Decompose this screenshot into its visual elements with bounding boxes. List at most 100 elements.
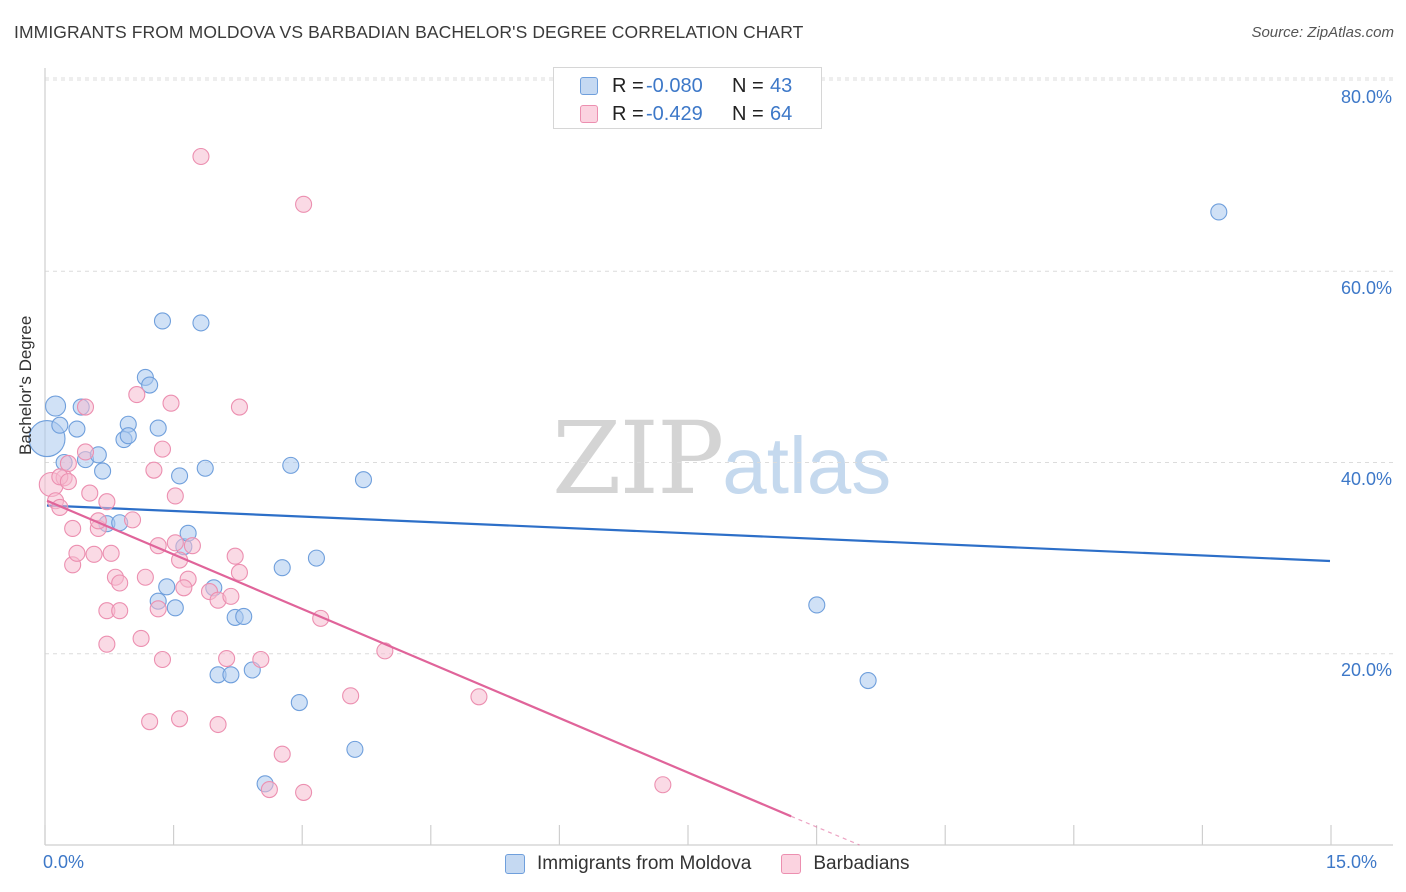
- barbadians-point-24: [141, 713, 159, 731]
- barbadians-point-19: [98, 635, 116, 653]
- legend-label: Barbadians: [813, 853, 910, 874]
- trend-line-barbadians: [46, 499, 792, 818]
- correlation-legend: R = -0.080 N = 43 R = -0.429 N = 64: [553, 67, 822, 129]
- y-tick-label-40: 40.0%: [1340, 469, 1392, 489]
- moldova-point-40: [859, 671, 877, 690]
- moldova-point-25: [166, 599, 184, 617]
- barbadians-point-12: [85, 545, 103, 563]
- barbadians-point-9: [76, 398, 95, 416]
- barbadians-point-18: [111, 602, 129, 620]
- moldova-point-1: [45, 395, 67, 417]
- barbadians-point-4: [59, 454, 77, 473]
- barbadians-point-23: [136, 568, 154, 586]
- moldova-point-18: [192, 314, 210, 332]
- n-value: 64: [770, 102, 793, 125]
- barbadians-point-45: [230, 398, 248, 416]
- y-tick-label-80: 80.0%: [1340, 87, 1392, 107]
- barbadians-point-8: [76, 443, 95, 461]
- pink-swatch: [580, 105, 598, 123]
- source-credit: Source: ZipAtlas.com: [1251, 24, 1394, 41]
- moldova-point-35: [354, 471, 373, 489]
- barbadians-point-43: [222, 587, 240, 605]
- barbadians-point-44: [226, 547, 244, 565]
- barbadians-point-5: [64, 519, 82, 538]
- y-axis-label: Bachelor's Degree: [16, 315, 35, 455]
- y-tick-label-20: 20.0%: [1340, 660, 1392, 680]
- barbadians-point-31: [166, 487, 184, 505]
- chart-title: IMMIGRANTS FROM MOLDOVA VS BARBADIAN BAC…: [14, 22, 804, 42]
- moldova-point-23: [158, 578, 176, 596]
- legend-row-moldova: R = -0.080 N = 43: [580, 73, 792, 99]
- barbadians-point-20: [123, 511, 142, 529]
- barbadians-point-25: [145, 461, 163, 479]
- legend-item-moldova[interactable]: Immigrants from Moldova: [505, 853, 751, 875]
- r-label: R =: [612, 102, 644, 125]
- moldova-point-32: [273, 559, 291, 577]
- legend-label: Immigrants from Moldova: [537, 853, 752, 874]
- barbadians-point-42: [218, 649, 236, 668]
- moldova-point-16: [149, 419, 167, 437]
- barbadians-point-37: [183, 537, 201, 555]
- barbadians-point-10: [81, 484, 99, 502]
- barbadians-point-29: [153, 440, 172, 458]
- series-legend: Immigrants from Moldova Barbadians: [505, 850, 939, 878]
- moldova-point-39: [808, 596, 826, 614]
- barbadians-point-49: [273, 745, 291, 763]
- barbadians-point-51: [295, 783, 313, 801]
- legend-row-barbadians: R = -0.429 N = 64: [580, 101, 792, 127]
- moldova-point-7: [94, 462, 112, 480]
- barbadians-point-41: [209, 715, 227, 734]
- x-tick-label-max: 15.0%: [1326, 852, 1378, 872]
- y-tick-label-60: 60.0%: [1340, 278, 1392, 298]
- n-label: N =: [732, 74, 764, 97]
- barbadians-point-56: [654, 776, 672, 794]
- moldova-point-37: [346, 740, 364, 758]
- barbadians-point-17: [111, 574, 129, 592]
- barbadians-point-32: [166, 534, 184, 552]
- barbadians-point-36: [175, 579, 193, 597]
- moldova-point-30: [222, 666, 240, 684]
- moldova-point-13: [119, 427, 137, 445]
- barbadians-point-13: [98, 493, 116, 511]
- n-value: 43: [770, 74, 793, 97]
- r-value: -0.080: [646, 74, 703, 97]
- moldova-point-36: [290, 693, 308, 712]
- barbadians-point-55: [470, 688, 488, 706]
- barbadians-point-21: [128, 386, 146, 404]
- moldova-point-19: [171, 467, 189, 485]
- barbadians-point-46: [230, 563, 248, 582]
- barbadians-point-14: [102, 544, 120, 562]
- blue-swatch: [580, 77, 598, 95]
- barbadians-point-38: [192, 147, 210, 166]
- moldova-point-33: [282, 456, 300, 474]
- r-label: R =: [612, 74, 644, 97]
- n-label: N =: [732, 102, 764, 125]
- moldova-point-3: [68, 420, 86, 438]
- moldova-point-2: [51, 416, 69, 434]
- blue-swatch: [505, 854, 525, 874]
- x-tick-label-min: 0.0%: [43, 852, 85, 872]
- r-value: -0.429: [646, 102, 703, 125]
- trend-line-moldova: [46, 504, 1331, 563]
- moldova-point-34: [307, 549, 325, 567]
- barbadians-point-30: [162, 394, 180, 412]
- barbadians-point-34: [171, 710, 189, 728]
- barbadians-point-22: [132, 629, 150, 648]
- barbadians-point-27: [149, 600, 167, 618]
- legend-item-barbadians[interactable]: Barbadians: [781, 853, 909, 875]
- watermark-zip: ZIP: [552, 400, 724, 517]
- barbadians-point-53: [342, 687, 360, 705]
- barbadians-point-28: [153, 650, 172, 669]
- moldova-point-17: [153, 312, 172, 330]
- moldova-point-15: [141, 376, 159, 394]
- trend-line-barbadians-extension: [790, 815, 860, 846]
- watermark-atlas: atlas: [722, 421, 892, 510]
- moldova-point-28: [235, 607, 253, 626]
- watermark: ZIPatlas: [552, 400, 891, 517]
- barbadians-point-48: [260, 780, 278, 799]
- barbadians-point-50: [295, 195, 313, 213]
- barbadians-point-58: [59, 473, 77, 491]
- barbadians-point-47: [252, 650, 270, 669]
- barbadians-point-7: [68, 544, 86, 562]
